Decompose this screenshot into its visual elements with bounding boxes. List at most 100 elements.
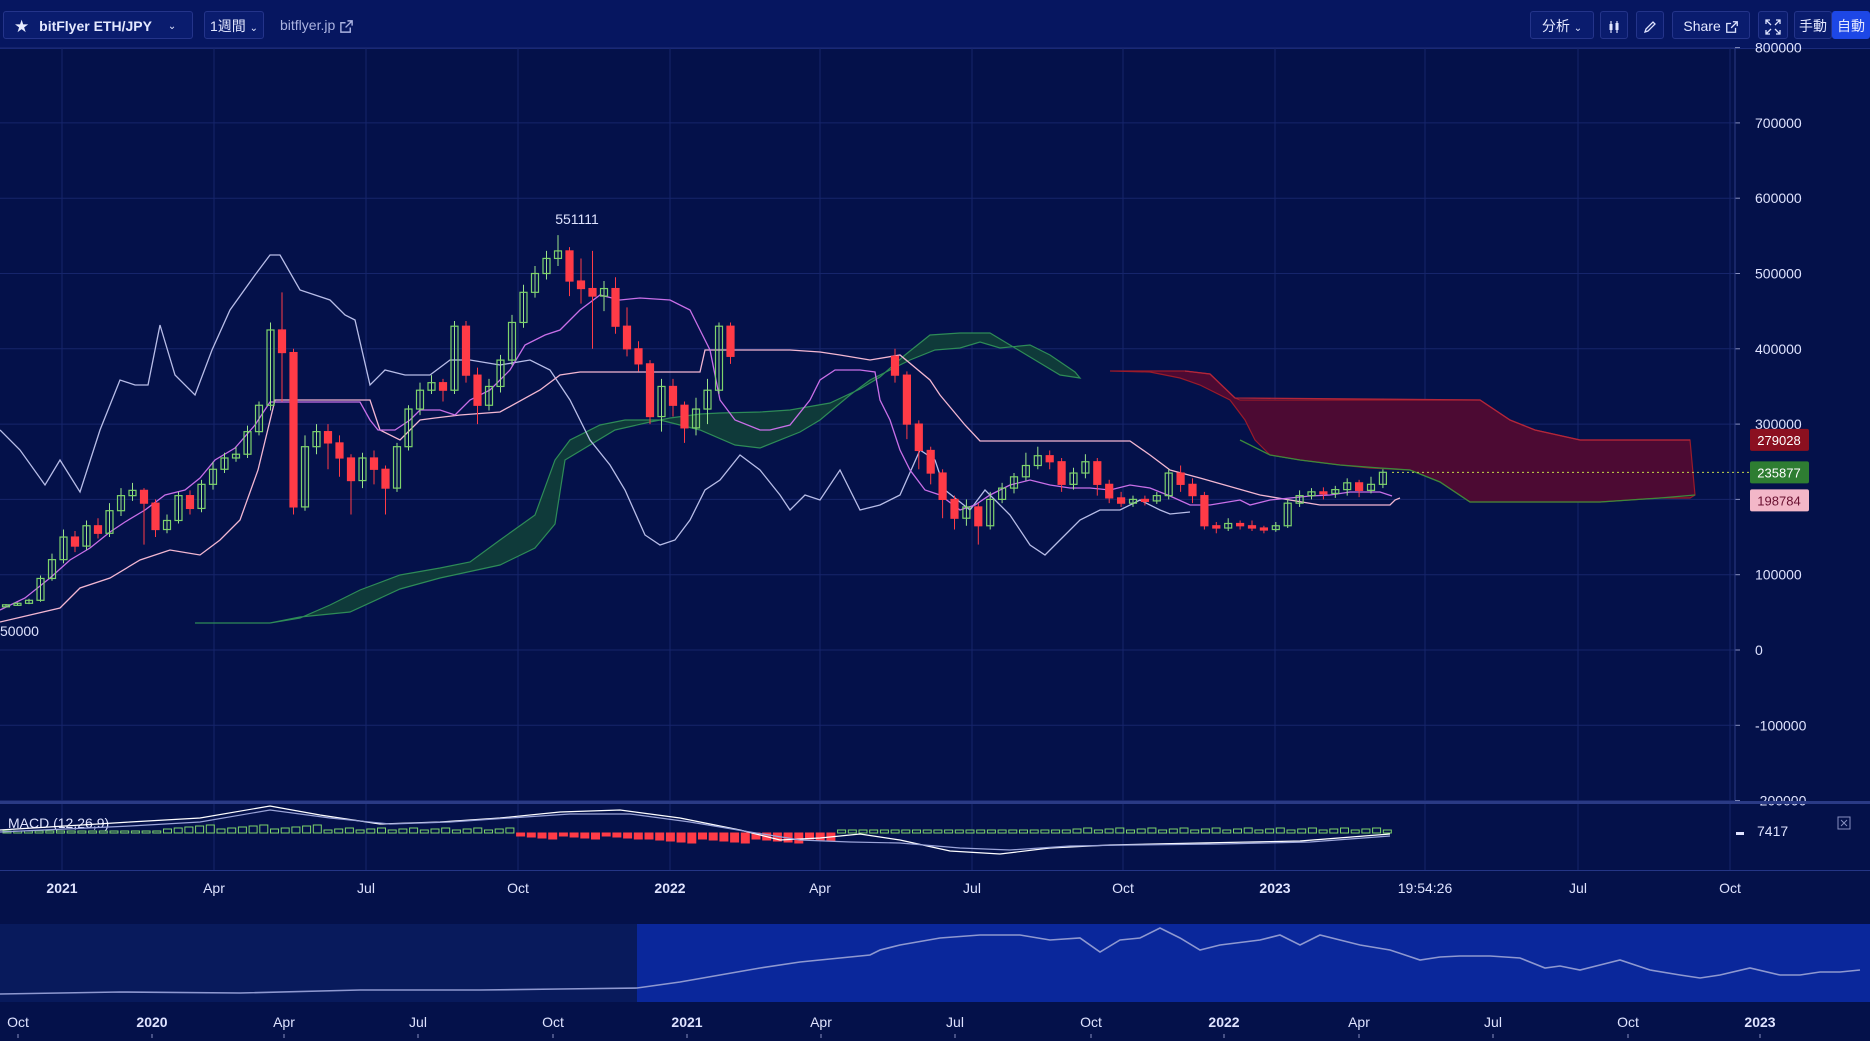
candle-body <box>1331 489 1340 494</box>
navigator-tick-label: 2022 <box>1208 1014 1239 1030</box>
candle-body <box>530 272 540 293</box>
candle-body <box>1224 522 1233 529</box>
candle-body <box>1033 455 1042 467</box>
symbol-selector[interactable]: ★ bitFlyer ETH/JPY ⌄ <box>3 11 193 39</box>
macd-histogram-bar <box>730 832 740 843</box>
auto-scale-button[interactable]: 自動 <box>1832 11 1870 39</box>
macd-histogram-bar <box>205 824 215 834</box>
interval-label: 1週間 <box>209 18 246 34</box>
candle-body <box>599 287 609 297</box>
time-tick-label: Apr <box>203 880 225 896</box>
candle-body <box>1212 525 1221 529</box>
navigator-tick-label: Oct <box>542 1014 564 1030</box>
navigator-tick-label: Oct <box>1080 1014 1102 1030</box>
macd-histogram-bar <box>409 827 419 834</box>
star-icon[interactable]: ★ <box>14 17 30 37</box>
candle-body <box>162 519 172 531</box>
macd-histogram-bar <box>901 829 911 834</box>
navigator-tick-label: Apr <box>1348 1014 1370 1030</box>
candle-body <box>1009 476 1019 489</box>
source-label: bitflyer.jp <box>280 17 336 33</box>
chevron-down-icon: ⌄ <box>1573 23 1583 34</box>
macd-histogram-bar <box>1019 829 1028 834</box>
analysis-label: 分析 <box>1541 18 1570 34</box>
navigator[interactable]: Oct 2020 Apr Jul Oct 2021 Apr Jul Oct 2022 Apr Jul O… <box>0 924 1870 1038</box>
pane-separator <box>0 801 1870 804</box>
candle-body <box>36 577 45 601</box>
candle-body <box>890 355 900 376</box>
candle-body <box>13 602 22 606</box>
macd-histogram-bar <box>398 828 408 834</box>
macd-histogram-bar <box>794 832 804 844</box>
candle-body <box>1152 495 1161 502</box>
macd-histogram-bar <box>259 824 269 834</box>
candle-body <box>1045 455 1054 463</box>
navigator-tick-label: Jul <box>946 1014 964 1030</box>
source-link[interactable]: bitflyer.jp <box>280 11 354 39</box>
candle-body <box>1081 461 1090 474</box>
bearish-cloud <box>1109 370 1696 503</box>
candle-body <box>70 536 80 547</box>
macd-pane: MACD (12,26,9) 7417 <box>0 801 1870 855</box>
chevron-down-icon: ⌄ <box>167 21 177 33</box>
macd-histogram-bar <box>184 826 194 834</box>
candle-body <box>450 325 459 391</box>
macd-histogram-bar <box>366 828 376 834</box>
expand-icon <box>1765 19 1781 35</box>
fullscreen-button[interactable] <box>1758 11 1788 39</box>
macd-histogram-bar <box>912 829 921 834</box>
macd-histogram-bar <box>430 828 440 834</box>
macd-histogram-bar <box>869 829 879 834</box>
analysis-menu-button[interactable]: 分析 ⌄ <box>1530 11 1594 39</box>
macd-histogram-bar <box>77 830 87 834</box>
candle-body <box>565 250 574 282</box>
candle-body <box>254 404 264 433</box>
macd-histogram-bar <box>644 832 654 840</box>
time-tick-label: Apr <box>809 880 831 896</box>
auto-label: 自動 <box>1837 18 1865 34</box>
candle-body <box>645 363 655 418</box>
candle-body <box>438 382 448 391</box>
draw-tool-button[interactable] <box>1636 11 1664 39</box>
price-tick-label: 300000 <box>1755 416 1802 432</box>
macd-histogram-bar <box>558 832 568 837</box>
macd-histogram-bar <box>526 832 536 838</box>
ichimoku-cloud <box>195 332 1696 624</box>
candle-body <box>902 374 912 425</box>
candle-body <box>116 495 126 512</box>
candle-body <box>243 431 252 455</box>
macd-histogram-bar <box>548 832 558 840</box>
candle-body <box>300 446 310 508</box>
macd-histogram-bar <box>45 830 55 834</box>
candle-body <box>1176 472 1185 485</box>
macd-histogram-bar <box>377 827 386 834</box>
macd-histogram-bar <box>1350 829 1360 834</box>
interval-selector[interactable]: 1週間 ⌄ <box>204 11 264 39</box>
macd-histogram-bar <box>698 832 707 840</box>
price-axis: 8000007000006000005000004000003000002000… <box>0 40 1809 809</box>
macd-histogram-bar <box>1179 827 1189 834</box>
macd-histogram-bar <box>837 829 847 834</box>
indicator-lines <box>0 254 1750 623</box>
manual-scale-button[interactable]: 手動 <box>1794 11 1832 39</box>
candle-body <box>1295 495 1304 504</box>
candle-style-button[interactable] <box>1600 11 1628 39</box>
candle-body <box>1164 472 1173 497</box>
macd-histogram-bar <box>633 832 643 840</box>
macd-histogram-bar <box>1093 829 1103 834</box>
price-tick-label: 400000 <box>1755 341 1802 357</box>
low-marker: 50000 <box>0 623 39 639</box>
navigator-tick-label: 2023 <box>1744 1014 1775 1030</box>
price-tick-label: 100000 <box>1755 567 1802 583</box>
macd-histogram-bar <box>1136 828 1146 834</box>
kijun-line <box>0 349 1401 623</box>
last-price-badge: 235877 <box>1757 465 1800 480</box>
candle-body <box>47 559 57 580</box>
macd-histogram-bar <box>740 832 750 844</box>
share-button[interactable]: Share <box>1672 11 1750 39</box>
candle-body <box>1 604 11 608</box>
candle-body <box>1247 525 1257 529</box>
price-tick-label: 500000 <box>1755 266 1802 282</box>
candle-body <box>1200 495 1209 527</box>
